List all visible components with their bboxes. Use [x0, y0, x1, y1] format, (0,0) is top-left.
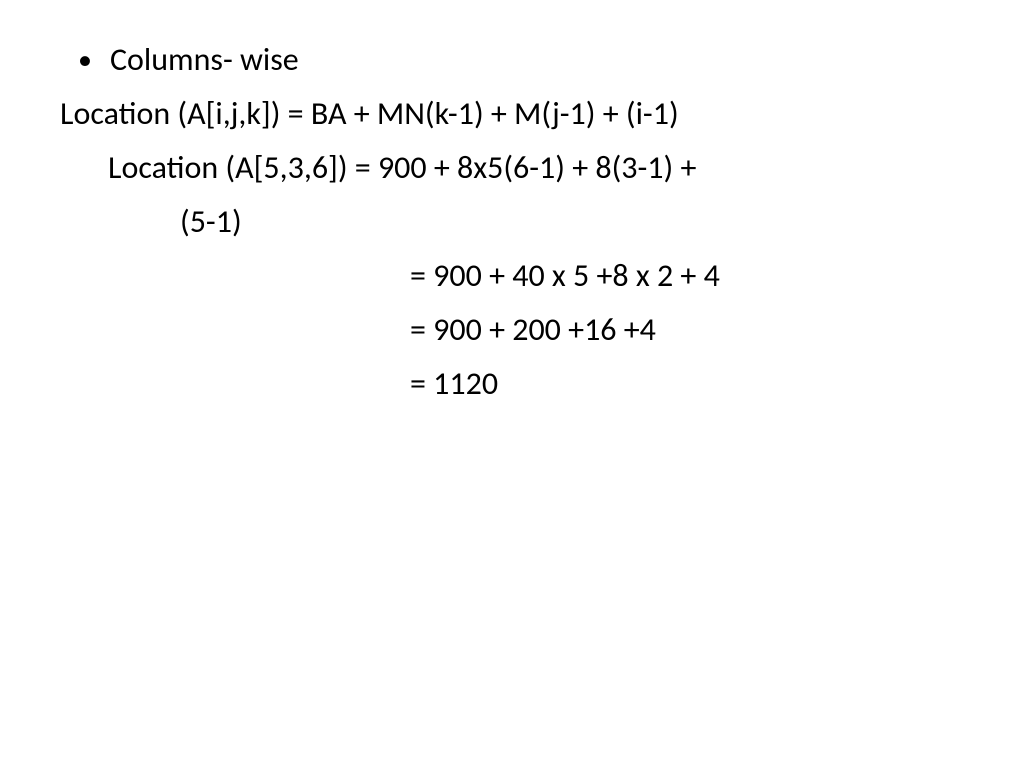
calc-step-2: = 900 + 200 +16 +4 [60, 306, 964, 354]
bullet-label: Columns- wise [110, 36, 299, 84]
formula-general: Location (A[i,j,k]) = BA + MN(k-1) + M(j… [60, 90, 964, 138]
formula-substituted: Location (A[5,3,6]) = 900 + 8x5(6-1) + 8… [60, 144, 964, 192]
bullet-item: • Columns- wise [60, 36, 964, 84]
calc-step-1: = 900 + 40 x 5 +8 x 2 + 4 [60, 252, 964, 300]
formula-substituted-cont: (5-1) [60, 198, 964, 246]
calc-result: = 1120 [60, 360, 964, 408]
bullet-mark: • [78, 36, 92, 84]
